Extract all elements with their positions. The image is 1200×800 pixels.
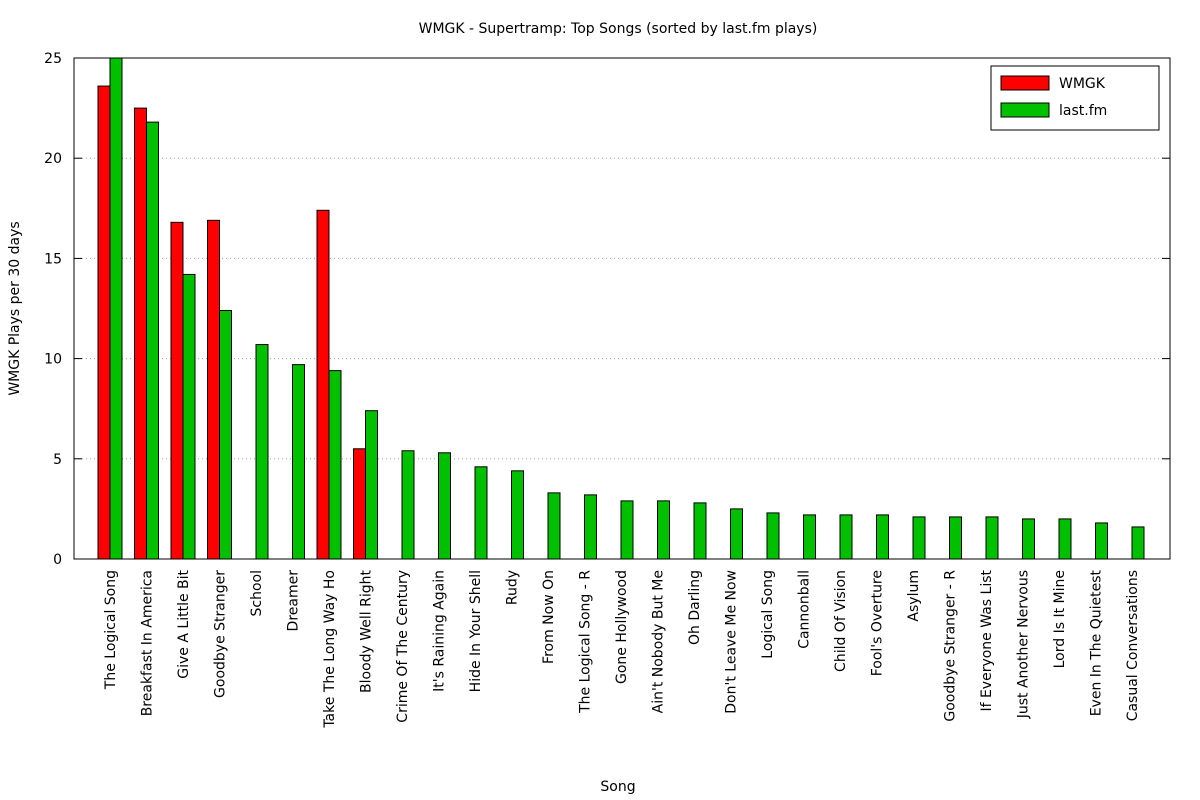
- y-axis-label: WMGK Plays per 30 days: [7, 221, 23, 395]
- chart-title: WMGK - Supertramp: Top Songs (sorted by …: [419, 21, 818, 37]
- y-tick-label: 15: [44, 251, 62, 267]
- x-tick-label: Cannonball: [797, 570, 813, 649]
- bar-lastfm: [1058, 518, 1072, 560]
- x-tick-label: Fool's Overture: [870, 570, 886, 676]
- x-tick-label: Casual Conversations: [1125, 570, 1141, 721]
- bar-lastfm: [474, 466, 488, 560]
- bar-lastfm: [657, 500, 670, 560]
- x-axis-ticks: The Logical Song Breakfast In America Give…: [103, 551, 1141, 729]
- bar-lastfm: [766, 512, 780, 560]
- bar-lastfm: [328, 370, 342, 560]
- bar-lastfm: [255, 344, 269, 560]
- x-tick-label: It's Raining Again: [432, 570, 448, 692]
- x-tick-label: Just Another Nervous: [1016, 570, 1032, 719]
- y-tick-label: 0: [53, 552, 62, 568]
- bar-lastfm: [912, 516, 926, 560]
- y-axis-ticks: 0 5 10 15 20 25: [44, 51, 1170, 568]
- y-tick-label: 5: [53, 452, 62, 468]
- bar-lastfm: [146, 121, 159, 560]
- x-tick-label: Give A Little Bit: [176, 569, 192, 678]
- x-tick-label: Lord Is It Mine: [1052, 570, 1068, 668]
- bar-lastfm: [511, 470, 524, 560]
- legend-swatch: [1000, 75, 1050, 91]
- x-tick-label: Take The Long Way Ho: [322, 570, 338, 729]
- bar-lastfm: [182, 273, 196, 560]
- x-tick-label: Logical Song: [760, 570, 776, 659]
- bar-lastfm: [401, 450, 415, 560]
- bar-lastfm: [109, 57, 123, 560]
- x-tick-label: If Everyone Was List: [979, 569, 995, 711]
- bar-lastfm: [219, 310, 232, 560]
- bar-lastfm: [693, 502, 707, 560]
- bar-lastfm: [1095, 522, 1108, 560]
- bar-lastfm: [547, 492, 561, 560]
- bar-lastfm: [803, 514, 816, 560]
- grid-lines: [74, 157, 1170, 460]
- bar-wmgk: [207, 219, 220, 560]
- bars: [97, 57, 1145, 560]
- bar-lastfm: [438, 452, 451, 560]
- y-tick-label: 20: [44, 151, 62, 167]
- x-axis-label: Song: [600, 779, 635, 795]
- x-tick-label: Goodbye Stranger: [213, 570, 229, 698]
- x-tick-label: Crime Of The Century: [395, 570, 411, 723]
- x-tick-label: Hide In Your Shell: [468, 570, 484, 692]
- legend-swatch: [1000, 102, 1050, 118]
- bar-lastfm: [365, 410, 378, 560]
- x-tick-label: Asylum: [906, 570, 922, 622]
- x-tick-label: Gone Hollywood: [614, 570, 630, 684]
- bar-lastfm: [985, 516, 999, 560]
- bar-lastfm: [1022, 518, 1035, 560]
- legend-label: WMGK: [1059, 76, 1106, 92]
- x-tick-label: Dreamer: [286, 570, 302, 632]
- bar-lastfm: [876, 514, 889, 560]
- x-tick-label: The Logical Song: [103, 570, 119, 690]
- bar-wmgk: [170, 221, 184, 560]
- bar-wmgk: [353, 448, 366, 560]
- plot-frame: [73, 57, 1171, 560]
- x-tick-label: Goodbye Stranger - R: [943, 570, 959, 722]
- x-tick-label: Rudy: [505, 570, 521, 605]
- bar-lastfm: [1131, 526, 1145, 560]
- bar-lastfm: [730, 508, 743, 560]
- x-tick-label: The Logical Song - R: [578, 570, 594, 714]
- x-tick-label: Bloody Well Right: [359, 569, 375, 692]
- x-tick-label: Breakfast In America: [140, 570, 156, 716]
- bar-lastfm: [584, 494, 597, 560]
- x-tick-label: School: [249, 570, 265, 616]
- bar-wmgk: [316, 209, 330, 560]
- x-tick-label: Ain't Nobody But Me: [651, 570, 667, 713]
- bar-lastfm: [620, 500, 634, 560]
- bar-lastfm: [292, 364, 305, 560]
- legend-label: last.fm: [1059, 103, 1107, 119]
- bar-wmgk: [134, 107, 147, 560]
- x-tick-label: Oh Darling: [687, 570, 703, 645]
- x-tick-label: Even In The Quietest: [1089, 569, 1105, 716]
- x-tick-label: From Now On: [541, 570, 557, 664]
- y-tick-label: 25: [44, 51, 62, 67]
- x-tick-label: Child Of Vision: [833, 570, 849, 672]
- bar-lastfm: [839, 514, 853, 560]
- x-tick-label: Don't Leave Me Now: [724, 570, 740, 714]
- legend: WMGK last.fm: [990, 65, 1160, 131]
- bar-lastfm: [949, 516, 962, 560]
- bar-wmgk: [97, 85, 111, 560]
- y-tick-label: 10: [44, 352, 62, 368]
